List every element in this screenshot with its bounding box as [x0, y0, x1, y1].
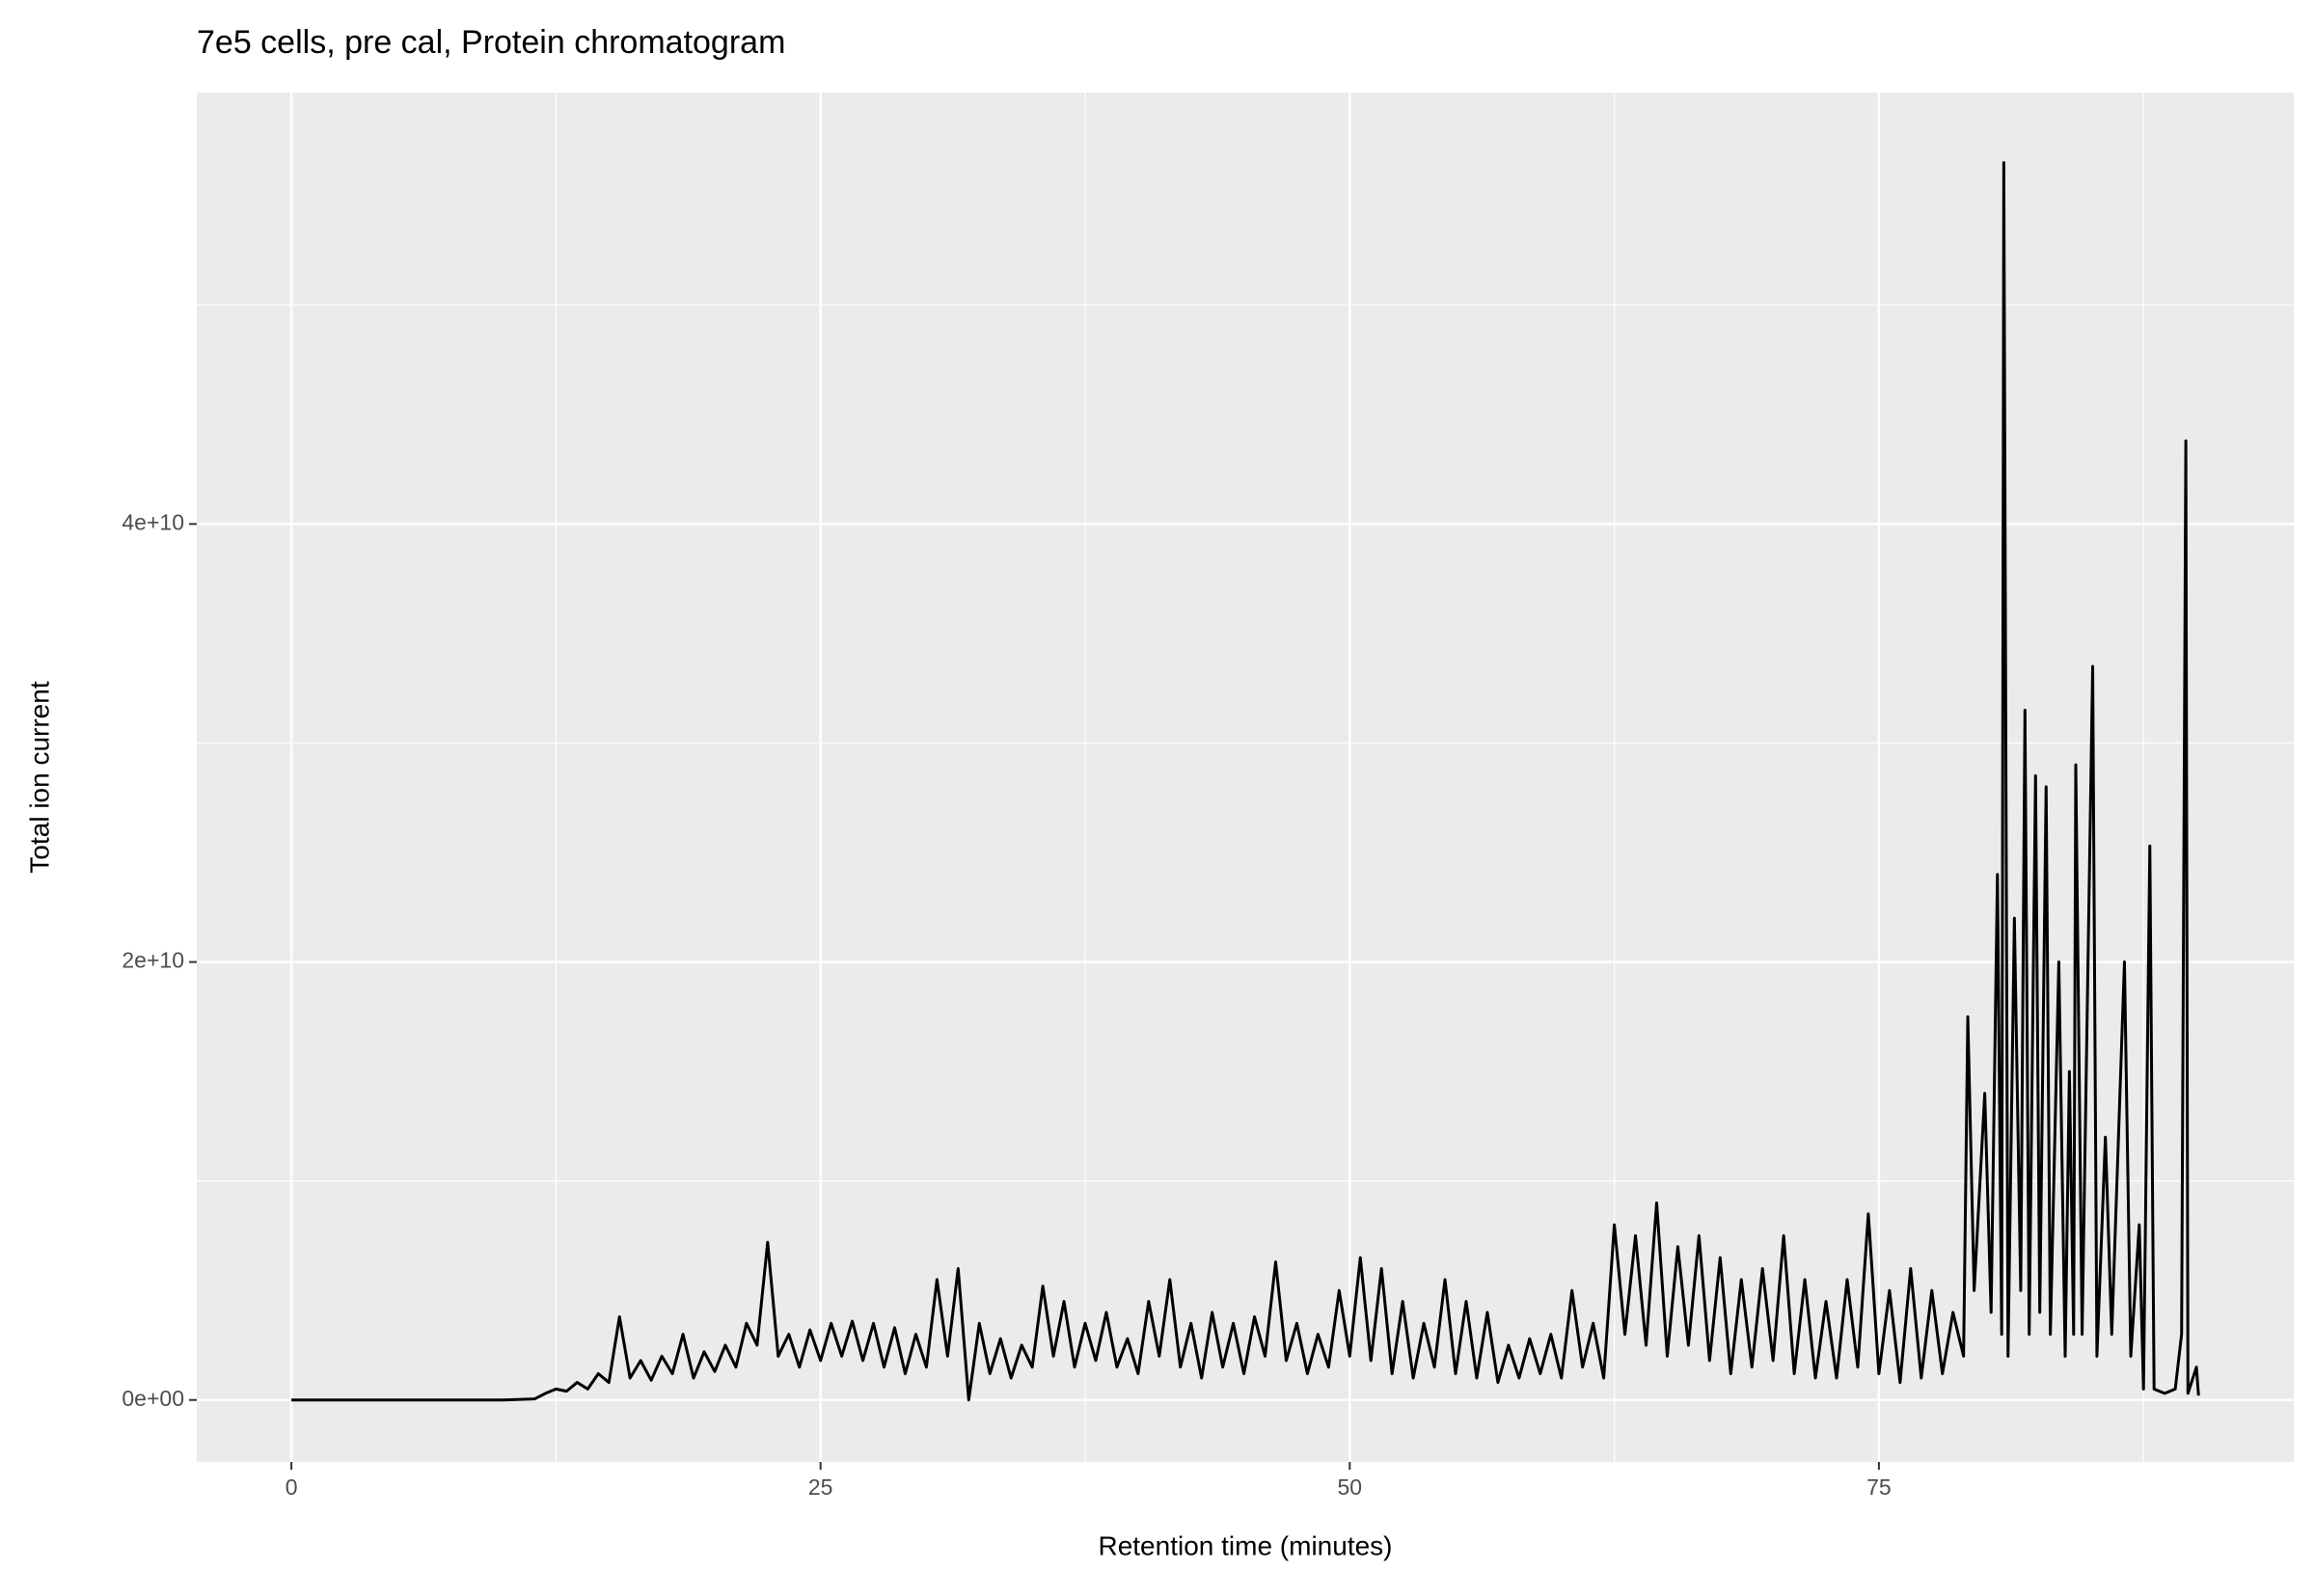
x-tick-label: 25 [808, 1474, 833, 1500]
y-axis-title: Total ion current [24, 681, 54, 873]
y-tick-label: 2e+10 [122, 948, 184, 973]
data-line [291, 161, 2200, 1402]
x-tick-label: 75 [1866, 1474, 1892, 1500]
plot-panel [197, 93, 2294, 1462]
x-axis-title: Retention time (minutes) [1098, 1530, 1392, 1560]
x-tick-label: 50 [1337, 1474, 1362, 1500]
y-tick-label: 0e+00 [122, 1386, 184, 1411]
chart-title: 7e5 cells, pre cal, Protein chromatogram [197, 24, 785, 61]
x-tick-label: 0 [286, 1474, 298, 1500]
y-tick-label: 4e+10 [122, 509, 184, 534]
